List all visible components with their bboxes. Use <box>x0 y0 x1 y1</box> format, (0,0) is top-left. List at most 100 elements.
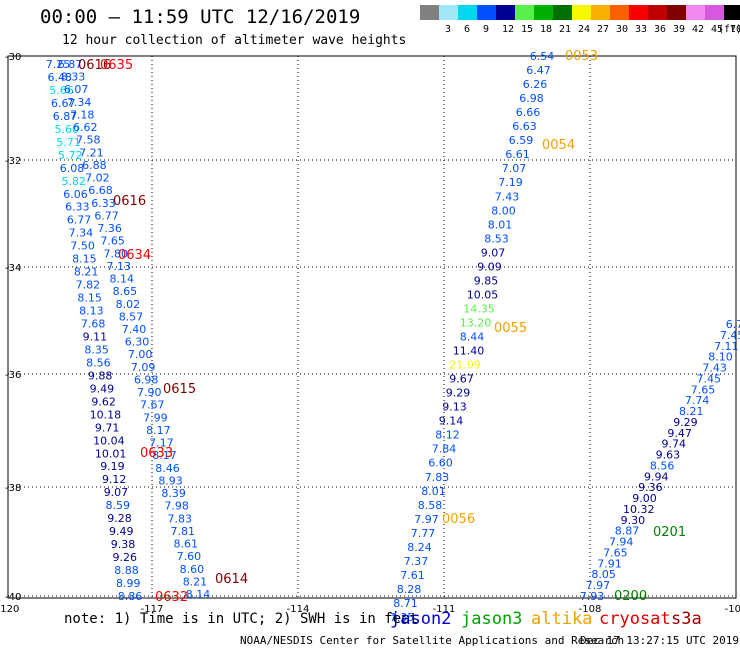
wave-height-value: 9.12 <box>102 473 127 486</box>
wave-height-value: 6.98 <box>519 92 544 105</box>
colorbar-swatch <box>439 5 458 20</box>
wave-height-value: 5.82 <box>62 175 87 188</box>
wave-height-value: 7.58 <box>76 134 101 147</box>
wave-height-value: 8.35 <box>84 343 109 356</box>
wave-height-value: 6.66 <box>516 106 541 119</box>
wave-height-value: 11.40 <box>453 345 485 358</box>
wave-height-value: 7.90 <box>137 386 162 399</box>
wave-height-value: 9.28 <box>107 512 132 525</box>
colorbar-tick-label: 9 <box>483 24 490 35</box>
wave-height-value: 7.81 <box>171 525 196 538</box>
pass-label: 0200 <box>614 589 647 604</box>
colorbar-tick-label: 12 <box>502 24 515 35</box>
wave-height-value: 7.65 <box>100 235 125 248</box>
longitude-label: -120 <box>0 604 19 615</box>
wave-height-value: 7.65 <box>603 546 628 559</box>
wave-height-value: 7.40 <box>122 323 147 336</box>
colorbar-swatch <box>420 5 439 20</box>
wave-height-value: 8.01 <box>421 485 446 498</box>
colorbar-tick-label: 42 <box>692 24 705 35</box>
wave-height-value: 6.54 <box>530 50 555 63</box>
wave-height-value: 6.48 <box>48 71 73 84</box>
wave-height-value: 6.87 <box>58 58 83 71</box>
wave-height-value: 7.09 <box>131 361 156 374</box>
wave-height-value: 5.71 <box>56 136 81 149</box>
wave-height-value: 7.11 <box>714 340 739 353</box>
wave-height-value: 7.83 <box>167 512 192 525</box>
wave-height-value: 7.35 <box>390 611 415 624</box>
credit-line: NOAA/NESDIS Center for Satellite Applica… <box>240 634 625 647</box>
wave-height-value: 9.30 <box>621 514 646 527</box>
colorbar-tick-label: 3 <box>445 24 452 35</box>
wave-height-value: 6.98 <box>134 373 159 386</box>
wave-height-value: 9.09 <box>477 260 502 273</box>
wave-height-value: 7.50 <box>70 240 95 253</box>
pass-label: 0615 <box>163 382 196 397</box>
wave-height-value: 8.15 <box>77 292 102 305</box>
wave-height-value: 10.05 <box>467 288 499 301</box>
wave-height-value: 8.14 <box>110 273 135 286</box>
colorbar-tick-label: 15 <box>521 24 534 35</box>
wave-height-value: 7.34 <box>69 227 94 240</box>
wave-height-value: 9.14 <box>439 415 464 428</box>
colorbar-swatch <box>458 5 477 20</box>
wave-height-value: 8.71 <box>393 597 418 610</box>
wave-height-value: 8.00 <box>491 204 516 217</box>
colorbar-swatch <box>705 5 724 20</box>
wave-height-value: 6.87 <box>53 110 78 123</box>
wave-height-value: 9.88 <box>88 369 113 382</box>
colorbar-tick-label: 27 <box>597 24 610 35</box>
latitude-label: -38 <box>5 483 21 494</box>
wave-height-value: 6.59 <box>509 134 534 147</box>
wave-height-value: 7.83 <box>425 471 450 484</box>
wave-height-value: 8.12 <box>435 429 460 442</box>
wave-height-value: 8.28 <box>397 583 422 596</box>
pass-label: 0054 <box>542 138 575 153</box>
wave-height-value: 8.21 <box>679 405 704 418</box>
plot-frame <box>7 55 737 599</box>
wave-height-value: 7.18 <box>70 108 95 121</box>
colorbar-tick-label: 30 <box>616 24 629 35</box>
wave-height-value: 8.05 <box>591 568 616 581</box>
wave-height-value: 7.07 <box>502 162 527 175</box>
colorbar-swatch <box>496 5 515 20</box>
wave-height-value: 6.77 <box>67 214 92 227</box>
colorbar-tick-label: 18 <box>540 24 553 35</box>
pass-label: 0633 <box>140 446 173 461</box>
wave-height-value: 8.61 <box>174 538 199 551</box>
colorbar-swatch <box>553 5 572 20</box>
wave-height-value: 7.77 <box>411 527 436 540</box>
colorbar-swatch <box>686 5 705 20</box>
wave-height-value: 7.68 <box>81 318 106 331</box>
wave-height-value: 7.74 <box>685 394 710 407</box>
wave-height-value: 9.85 <box>474 274 499 287</box>
colorbar-swatch <box>591 5 610 20</box>
wave-height-value: 6.08 <box>60 162 85 175</box>
wave-height-value: 8.17 <box>146 424 171 437</box>
wave-height-value: 8.01 <box>488 218 513 231</box>
wave-height-value: 10.18 <box>90 408 122 421</box>
wave-height-value: 9.29 <box>446 387 471 400</box>
wave-height-value: 6.60 <box>428 457 453 470</box>
wave-height-value: 7.25 <box>46 58 71 71</box>
satellite-legend-s3a: s3a <box>671 609 702 629</box>
wave-height-value: 8.60 <box>180 563 205 576</box>
wave-height-value: 9.74 <box>662 438 687 451</box>
colorbar-tick-label: 70 <box>730 24 740 35</box>
wave-height-value: 8.93 <box>158 474 183 487</box>
wave-height-value: 8.99 <box>116 577 141 590</box>
wave-height-value: 8.53 <box>484 232 509 245</box>
colorbar-swatch <box>534 5 553 20</box>
wave-height-value: 6.47 <box>526 64 551 77</box>
wave-height-value: 9.11 <box>83 330 108 343</box>
wave-height-value: 8.58 <box>418 499 443 512</box>
colorbar-swatch <box>572 5 591 20</box>
longitude-label: -111 <box>433 604 456 615</box>
wave-height-value: 9.49 <box>109 525 134 538</box>
wave-height-value: 9.47 <box>667 427 692 440</box>
pass-label: 0634 <box>118 248 151 263</box>
wave-height-value: 6.77 <box>94 209 119 222</box>
wave-height-value: 6.33 <box>91 197 116 210</box>
colorbar-tick-label: 21 <box>559 24 572 35</box>
footer-note: note: 1) Time is in UTC; 2) SWH is in fe… <box>64 611 419 627</box>
